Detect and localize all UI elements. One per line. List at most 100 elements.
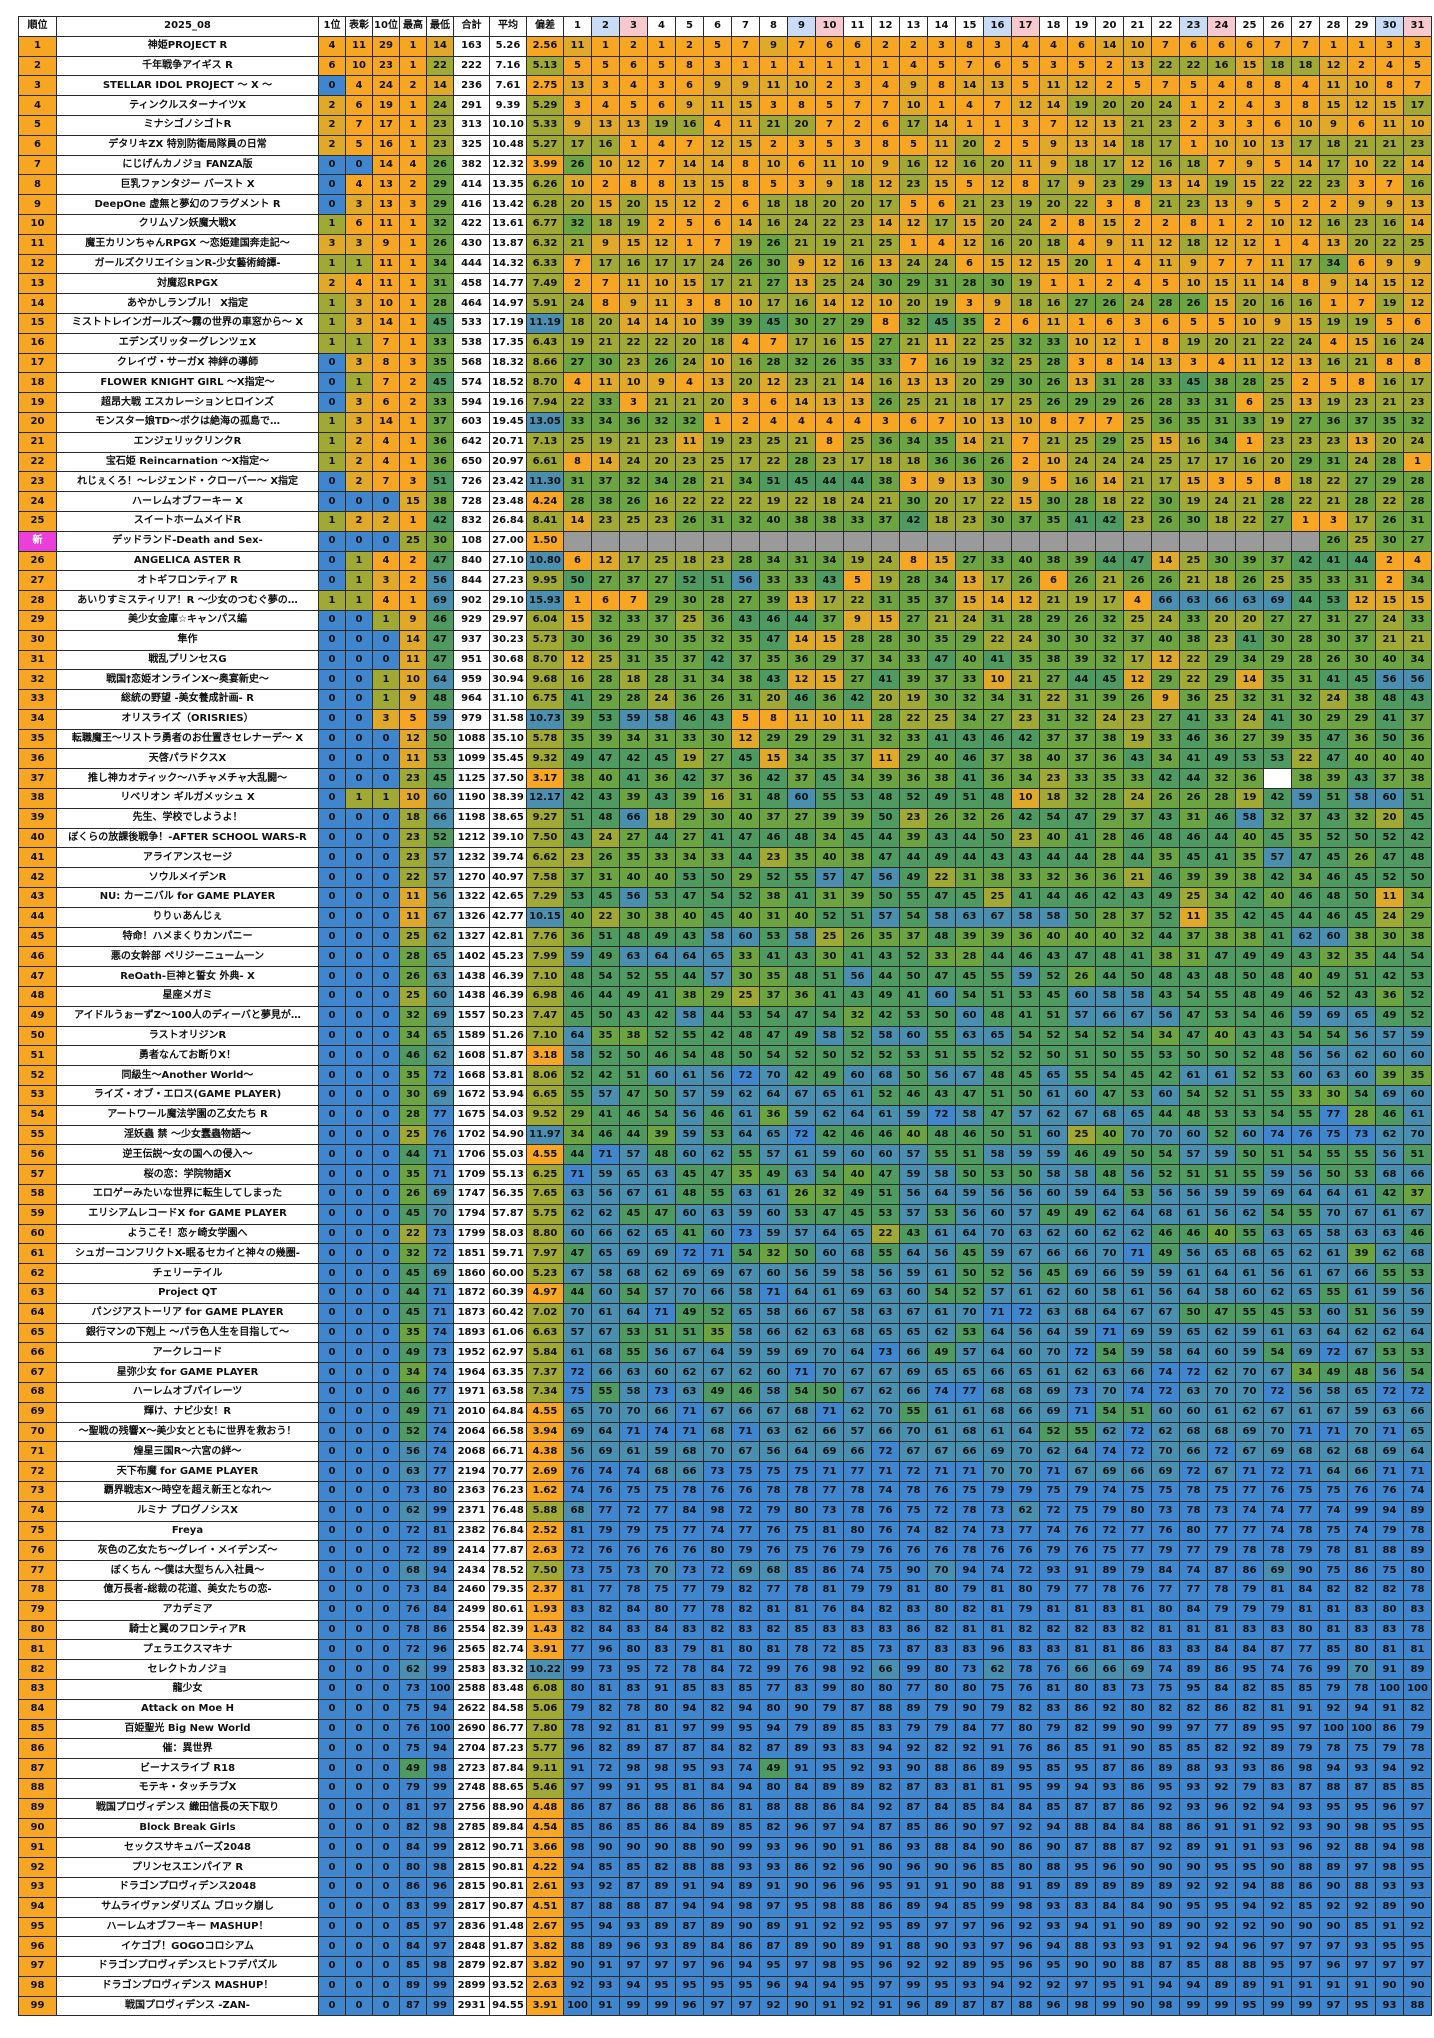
- day-rank-cell: 47: [1123, 550, 1152, 572]
- day-rank-cell: 6: [1235, 392, 1264, 413]
- day-rank-cell: 3: [955, 293, 984, 314]
- day-rank-cell: 75: [1319, 1480, 1348, 1502]
- day-rank-cell: 60: [1067, 1223, 1096, 1245]
- day-rank-cell: 1: [1263, 233, 1292, 255]
- day-rank-cell: 83: [675, 1619, 704, 1641]
- day-rank-cell: 33: [619, 609, 648, 631]
- deviation-cell: 3.91: [526, 1995, 564, 2017]
- day-rank-cell: 7: [563, 253, 592, 275]
- day-rank-cell: 14: [563, 510, 592, 532]
- day-rank-cell: 99: [563, 1659, 592, 1680]
- day-rank-cell: 96: [983, 1639, 1012, 1661]
- worst-cell: 14: [426, 75, 454, 97]
- rank-cell: 47: [18, 966, 57, 988]
- day-rank-cell: 90: [1291, 1916, 1320, 1938]
- day-rank-cell: 58: [843, 1302, 872, 1324]
- day-rank-cell: 58: [591, 1263, 620, 1284]
- first-count-cell: 0: [318, 1936, 346, 1958]
- day-rank-cell: 80: [1151, 1599, 1180, 1621]
- day-rank-cell: 52: [1039, 1025, 1068, 1047]
- day-rank-cell: 5: [955, 174, 984, 196]
- day-rank-cell: 8: [927, 75, 956, 97]
- top10-count-cell: 0: [372, 1698, 400, 1720]
- best-cell: 45: [399, 1263, 427, 1284]
- top10-count-cell: 0: [372, 1797, 400, 1819]
- day-rank-cell: 5: [1067, 55, 1096, 77]
- day-rank-cell: 58: [619, 1381, 648, 1403]
- day-rank-cell: 47: [787, 1005, 816, 1027]
- day-rank-cell: 37: [563, 867, 592, 889]
- average-cell: 93.52: [489, 1975, 527, 1997]
- title-cell: シュガーコンフリクトX-眠るセカイと神々の幾圏-: [56, 1243, 319, 1265]
- day-rank-cell: 61: [983, 1421, 1012, 1443]
- deviation-cell: 7.49: [526, 273, 564, 295]
- day-rank-cell: 62: [1095, 1203, 1124, 1225]
- day-rank-cell: 82: [1039, 1619, 1068, 1641]
- worst-cell: 67: [426, 906, 454, 928]
- day-rank-cell: 96: [1095, 1857, 1124, 1878]
- day-rank-cell: 73: [871, 1342, 900, 1364]
- day-rank-cell: 27: [899, 609, 928, 631]
- day-rank-cell: 36: [731, 768, 760, 790]
- day-rank-cell: 18: [563, 312, 592, 334]
- day-rank-cell: 99: [731, 1837, 760, 1859]
- day-rank-cell: 3: [1347, 174, 1376, 196]
- day-rank-cell: 69: [983, 1441, 1012, 1463]
- day-rank-cell: 83: [1375, 1619, 1404, 1641]
- day-rank-cell: 9: [1319, 273, 1348, 295]
- day-rank-cell: 18: [1095, 491, 1124, 512]
- total-cell: 2704: [453, 1738, 490, 1760]
- day-rank-cell: 10: [843, 154, 872, 176]
- day-rank-cell: 47: [927, 649, 956, 671]
- day-rank-cell: 4: [759, 411, 788, 433]
- day-rank-cell: 54: [1179, 986, 1208, 1007]
- day-rank-cell: 20: [1039, 194, 1068, 215]
- day-rank-cell: 27: [619, 827, 648, 849]
- day-rank-cell: 89: [703, 1817, 732, 1839]
- day-rank-cell: 44: [731, 847, 760, 869]
- day-rank-cell: 83: [1039, 1698, 1068, 1720]
- average-cell: 58.03: [489, 1223, 527, 1245]
- rank-cell: 21: [18, 431, 57, 453]
- worst-cell: 24: [426, 95, 454, 116]
- day-rank-cell: 8: [815, 431, 844, 453]
- day-rank-cell: 96: [1375, 1797, 1404, 1819]
- deviation-cell: 7.02: [526, 1302, 564, 1324]
- day-rank-cell: 56: [703, 1065, 732, 1087]
- average-cell: 10.48: [489, 134, 527, 156]
- title-cell: 戦国プロヴィデンス 織田信長の天下取り: [56, 1797, 319, 1819]
- day-rank-cell: 26: [843, 926, 872, 948]
- worst-cell: 100: [426, 1678, 454, 1700]
- day-rank-cell: 4: [815, 411, 844, 433]
- day-rank-cell: 97: [1347, 1857, 1376, 1878]
- title-cell: 隼作: [56, 629, 319, 651]
- day-rank-cell: 59: [1235, 1322, 1264, 1344]
- day-rank-cell: 21: [927, 392, 956, 413]
- average-cell: 29.97: [489, 609, 527, 631]
- day-rank-cell: 87: [647, 1738, 676, 1760]
- day-rank-cell: 19: [675, 748, 704, 770]
- day-rank-cell: 63: [1291, 1322, 1320, 1344]
- day-rank-cell: 67: [703, 1362, 732, 1383]
- day-rank-cell: 62: [703, 1144, 732, 1166]
- day-rank-cell: 62: [1375, 1322, 1404, 1344]
- day-rank-cell: 87: [1095, 1797, 1124, 1819]
- header-day-21: 21: [1123, 16, 1152, 37]
- day-rank-cell: 56: [871, 1263, 900, 1284]
- day-rank-cell: 50: [927, 1005, 956, 1027]
- day-rank-cell: 81: [647, 1718, 676, 1740]
- best-cell: 1: [399, 253, 427, 275]
- day-rank-cell: 20: [1375, 807, 1404, 829]
- day-rank-cell: 29: [1403, 906, 1432, 928]
- day-rank-cell: 35: [591, 1025, 620, 1047]
- day-rank-cell: 35: [1235, 847, 1264, 869]
- header-day-2: 2: [591, 16, 620, 37]
- day-rank-cell: 96: [871, 1956, 900, 1977]
- day-rank-cell: 85: [1039, 1758, 1068, 1779]
- day-rank-cell: 30: [1039, 629, 1068, 651]
- total-cell: 2554: [453, 1619, 490, 1641]
- day-rank-cell: 22: [619, 332, 648, 354]
- day-rank-cell: 68: [1347, 1441, 1376, 1463]
- podium-count-cell: 0: [345, 1243, 373, 1265]
- best-cell: 52: [399, 1421, 427, 1443]
